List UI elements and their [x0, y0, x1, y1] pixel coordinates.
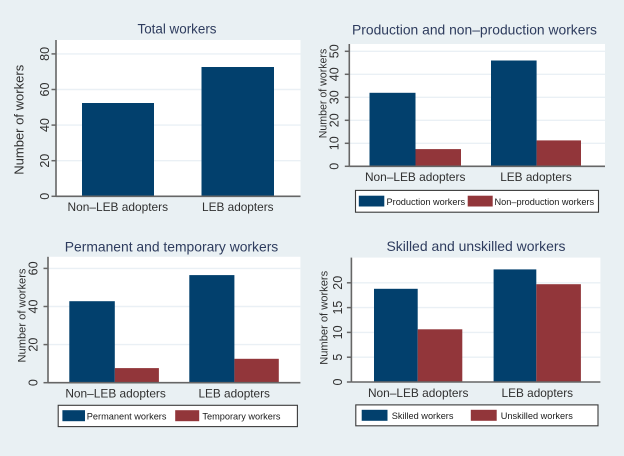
svg-text:20: 20 — [328, 113, 342, 127]
svg-text:Permanent workers: Permanent workers — [87, 411, 167, 421]
svg-text:Permanent and temporary worker: Permanent and temporary workers — [65, 239, 279, 255]
svg-text:30: 30 — [328, 90, 342, 104]
svg-text:Non–LEB adopters: Non–LEB adopters — [65, 387, 166, 401]
svg-text:5: 5 — [331, 354, 345, 361]
svg-text:Number of workers: Number of workers — [11, 64, 26, 174]
svg-text:10: 10 — [328, 136, 342, 150]
svg-text:LEB adopters: LEB adopters — [198, 387, 270, 401]
svg-text:Unskilled workers: Unskilled workers — [501, 411, 573, 421]
svg-text:20: 20 — [331, 276, 345, 290]
svg-text:Number of workers: Number of workers — [318, 270, 330, 364]
svg-text:LEB adopters: LEB adopters — [202, 200, 274, 214]
svg-text:15: 15 — [331, 301, 345, 315]
svg-text:10: 10 — [331, 325, 345, 339]
svg-text:40: 40 — [38, 118, 52, 132]
svg-text:Number of workers: Number of workers — [317, 49, 329, 139]
svg-text:Temporary workers: Temporary workers — [202, 411, 281, 421]
svg-text:Non–LEB adopters: Non–LEB adopters — [68, 200, 169, 214]
svg-text:20: 20 — [26, 338, 40, 352]
svg-text:Non–LEB adopters: Non–LEB adopters — [365, 170, 466, 184]
svg-text:0: 0 — [328, 163, 342, 170]
svg-text:Non–LEB adopters: Non–LEB adopters — [368, 386, 469, 400]
svg-text:40: 40 — [328, 67, 342, 81]
svg-text:20: 20 — [38, 154, 52, 168]
svg-text:0: 0 — [38, 193, 52, 200]
svg-text:Number of workers: Number of workers — [16, 268, 28, 362]
svg-text:Skilled and unskilled workers: Skilled and unskilled workers — [387, 238, 566, 254]
svg-text:0: 0 — [26, 379, 40, 386]
svg-text:Production workers: Production workers — [387, 197, 466, 207]
svg-text:60: 60 — [38, 83, 52, 97]
svg-text:40: 40 — [26, 300, 40, 314]
svg-text:LEB adopters: LEB adopters — [502, 386, 574, 400]
svg-text:Production and non–production: Production and non–production workers — [352, 23, 597, 38]
svg-text:0: 0 — [331, 378, 345, 385]
svg-text:Total workers: Total workers — [138, 22, 217, 37]
svg-text:Non–production workers: Non–production workers — [495, 197, 595, 207]
svg-text:80: 80 — [38, 47, 52, 61]
svg-text:50: 50 — [328, 44, 342, 58]
svg-text:60: 60 — [26, 261, 40, 275]
svg-text:LEB adopters: LEB adopters — [500, 170, 572, 184]
svg-text:Skilled workers: Skilled workers — [392, 411, 454, 421]
